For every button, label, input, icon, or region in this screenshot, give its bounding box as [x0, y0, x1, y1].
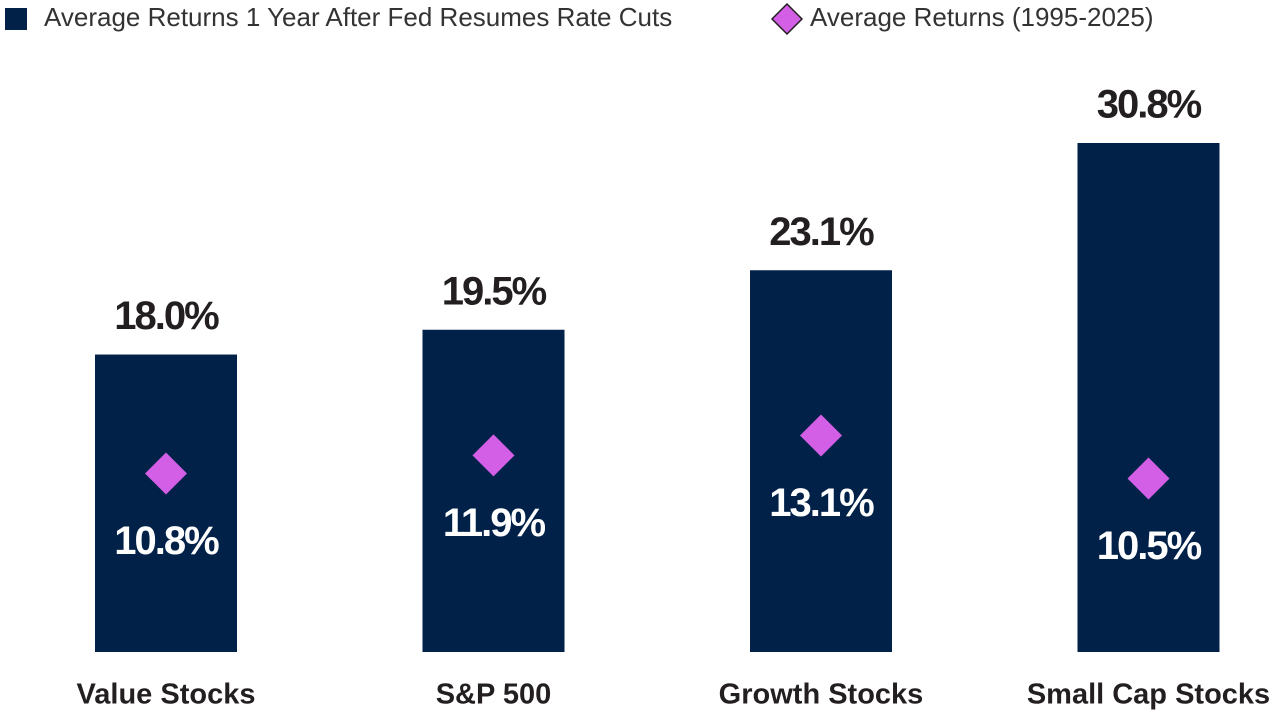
bar: [95, 354, 237, 652]
data-label: 30.8%: [1097, 83, 1202, 127]
x-tick-label: Growth Stocks: [719, 679, 924, 711]
diamond-marker: [800, 414, 842, 457]
data-label: 10.5%: [1097, 524, 1202, 568]
diamond-marker: [145, 452, 187, 495]
legend-swatch-diamond: [770, 2, 804, 36]
data-label: 19.5%: [442, 269, 547, 313]
data-label: 10.8%: [114, 519, 219, 563]
legend: Average Returns 1 Year After Fed Resumes…: [5, 2, 1154, 36]
data-label: 11.9%: [443, 501, 546, 545]
x-tick-label: Value Stocks: [77, 679, 256, 711]
x-tick-label: S&P 500: [436, 679, 552, 711]
data-label: 18.0%: [114, 294, 219, 338]
bar: [1077, 143, 1220, 652]
bar: [750, 270, 892, 652]
x-tick-label: Small Cap Stocks: [1027, 679, 1270, 711]
data-label: 13.1%: [769, 481, 874, 525]
diamond-marker: [1127, 457, 1170, 500]
data-label: 23.1%: [769, 210, 874, 254]
legend-label: Average Returns (1995-2025): [810, 2, 1154, 32]
bar: [422, 329, 565, 652]
diamond-marker: [472, 434, 515, 477]
legend-swatch-bar: [5, 8, 27, 30]
legend-label: Average Returns 1 Year After Fed Resumes…: [44, 2, 672, 32]
